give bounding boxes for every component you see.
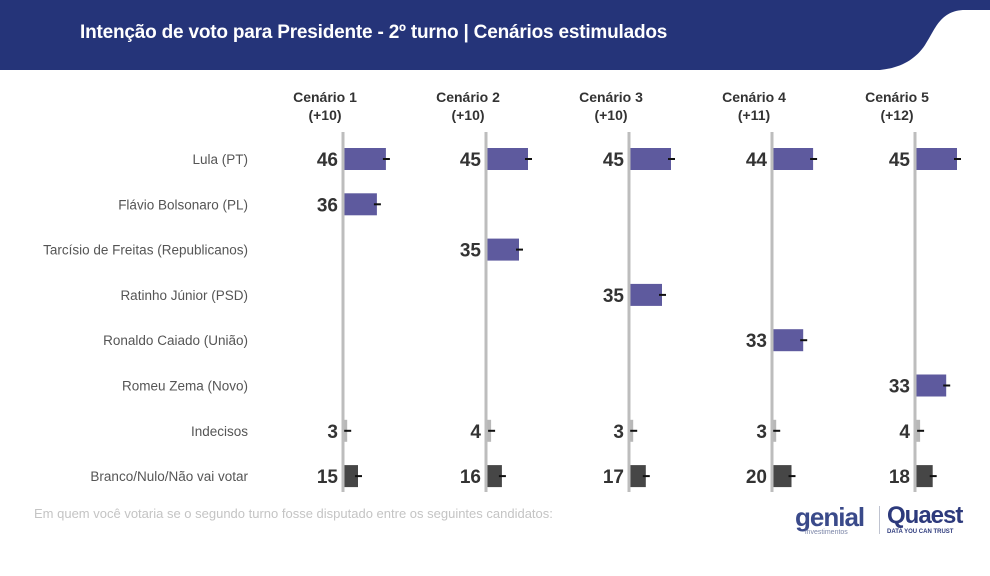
category-label: Ronaldo Caiado (União)	[103, 333, 248, 348]
bar	[487, 465, 502, 488]
quaest-logo-subtitle: DATA YOU CAN TRUST	[887, 529, 954, 535]
genial-logo: genial	[795, 502, 865, 532]
data-label: 46	[317, 150, 338, 171]
data-label: 17	[603, 467, 624, 488]
header-band	[0, 0, 990, 70]
category-label: Lula (PT)	[192, 152, 248, 167]
category-label: Tarcísio de Freitas (Republicanos)	[43, 243, 248, 258]
data-label: 35	[460, 241, 482, 262]
data-label: 3	[613, 422, 624, 443]
data-label: 20	[746, 467, 767, 488]
bar	[630, 465, 646, 488]
data-label: 16	[460, 467, 481, 488]
genial-logo-subtitle: investimentos	[805, 529, 848, 536]
logo-divider	[879, 506, 880, 534]
bar	[630, 148, 671, 170]
data-label: 15	[317, 467, 339, 488]
data-label: 18	[889, 467, 910, 488]
scenario-title: Cenário 5	[865, 89, 929, 105]
data-label: 3	[327, 422, 338, 443]
category-label: Branco/Nulo/Não vai votar	[90, 469, 248, 484]
scenario-margin: (+11)	[738, 107, 770, 123]
header-background	[0, 0, 990, 70]
bar	[344, 148, 386, 170]
data-label: 45	[603, 150, 625, 171]
bar	[916, 148, 957, 170]
quaest-logo: Quaest	[887, 502, 963, 529]
category-label: Flávio Bolsonaro (PL)	[118, 197, 248, 212]
data-label: 36	[317, 195, 338, 216]
bar	[916, 374, 947, 397]
scenario-title: Cenário 4	[722, 89, 786, 105]
data-label: 3	[756, 422, 767, 443]
data-label: 45	[460, 150, 482, 171]
bar	[344, 193, 377, 216]
data-label: 45	[889, 150, 911, 171]
bar	[773, 148, 814, 170]
category-label: Romeu Zema (Novo)	[122, 379, 248, 394]
scenario-margin: (+10)	[451, 107, 484, 123]
bar	[916, 465, 933, 488]
data-label: 44	[746, 150, 768, 171]
scenario-margin: (+10)	[308, 107, 341, 123]
bar	[487, 238, 519, 261]
data-label: 33	[889, 377, 910, 398]
footnote: Em quem você votaria se o segundo turno …	[34, 506, 553, 521]
category-label: Ratinho Júnior (PSD)	[120, 288, 248, 303]
data-label: 35	[603, 286, 625, 307]
bar	[773, 465, 792, 488]
bar	[773, 329, 804, 352]
page-title: Intenção de voto para Presidente - 2º tu…	[80, 22, 668, 43]
bar	[344, 465, 358, 488]
scenario-title: Cenário 3	[579, 89, 643, 105]
category-label: Indecisos	[191, 424, 248, 439]
scenario-title: Cenário 1	[293, 89, 357, 105]
bar	[487, 148, 528, 170]
scenario-title: Cenário 2	[436, 89, 500, 105]
scenario-margin: (+12)	[880, 107, 913, 123]
scenario-margin: (+10)	[594, 107, 627, 123]
data-label: 4	[899, 422, 910, 443]
data-label: 4	[470, 422, 481, 443]
data-label: 33	[746, 331, 767, 352]
bar	[630, 283, 662, 306]
